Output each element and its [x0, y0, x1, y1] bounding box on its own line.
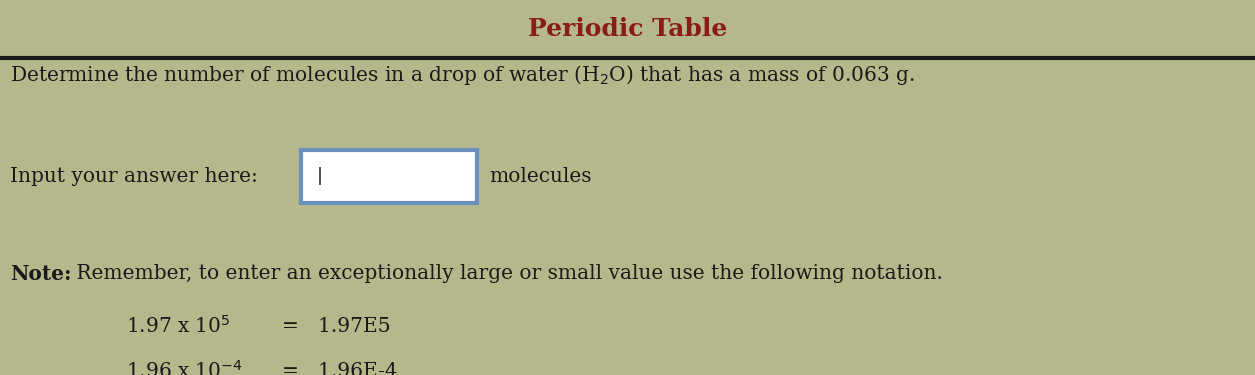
- Text: Input your answer here:: Input your answer here:: [10, 167, 259, 186]
- FancyBboxPatch shape: [0, 0, 1255, 58]
- Text: Determine the number of molecules in a drop of water (H$_2$O) that has a mass of: Determine the number of molecules in a d…: [10, 63, 915, 87]
- Text: molecules: molecules: [489, 167, 592, 186]
- Text: Remember, to enter an exceptionally large or small value use the following notat: Remember, to enter an exceptionally larg…: [70, 264, 944, 283]
- Text: =   1.96E-4: = 1.96E-4: [282, 362, 398, 375]
- Text: Note:: Note:: [10, 264, 72, 284]
- Text: Periodic Table: Periodic Table: [528, 17, 727, 41]
- Text: =   1.97E5: = 1.97E5: [282, 317, 392, 336]
- Text: 1.97 x 10$^5$: 1.97 x 10$^5$: [126, 315, 230, 337]
- FancyBboxPatch shape: [301, 150, 477, 202]
- Text: |: |: [316, 167, 323, 185]
- Text: 1.96 x 10$^{-4}$: 1.96 x 10$^{-4}$: [126, 360, 242, 375]
